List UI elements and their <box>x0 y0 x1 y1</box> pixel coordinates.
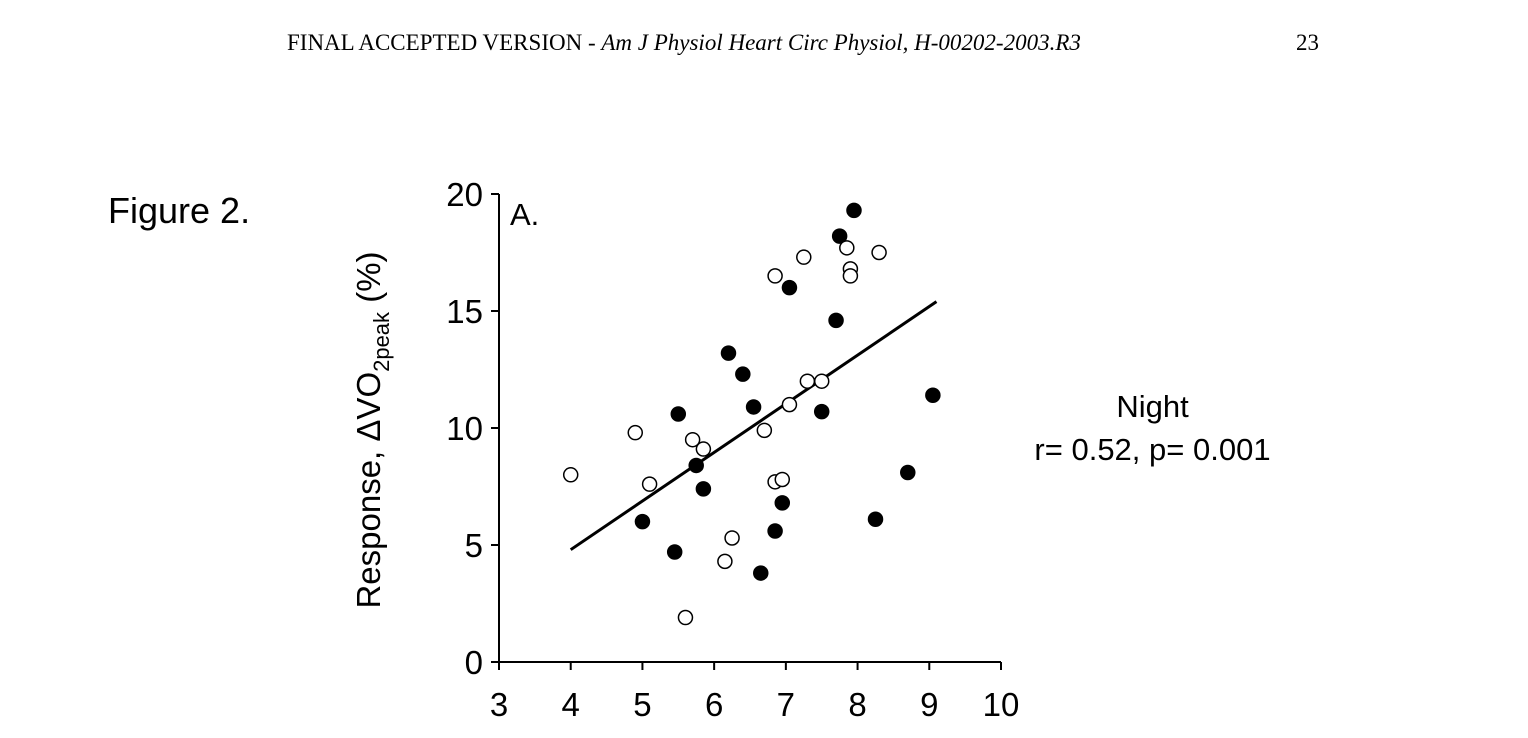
y-axis-label-prefix: Response, ΔVO <box>350 372 387 609</box>
y-tick-label: 5 <box>465 527 483 564</box>
open-data-point <box>839 240 855 256</box>
open-data-point <box>677 609 694 626</box>
filled-data-point <box>867 511 884 528</box>
stats-annotation: Night r= 0.52, p= 0.001 <box>1010 385 1295 471</box>
annotation-stats: r= 0.52, p= 0.001 <box>1034 432 1271 467</box>
x-tick-label: 3 <box>490 686 508 723</box>
figure-label: Figure 2. <box>108 190 251 231</box>
open-data-point <box>767 268 783 284</box>
y-axis-label-subscript: 2peak <box>369 311 394 372</box>
x-tick-label: 7 <box>777 686 795 723</box>
y-axis-label: Response, ΔVO2peak (%) <box>350 251 394 608</box>
filled-data-point <box>831 228 848 244</box>
filled-data-point <box>735 366 751 382</box>
filled-data-point <box>634 513 651 530</box>
open-data-point <box>756 422 773 439</box>
y-tick-label: 20 <box>446 176 483 213</box>
open-data-point <box>796 249 812 265</box>
open-data-point <box>799 373 816 389</box>
filled-data-point <box>774 495 791 511</box>
x-tick-label: 5 <box>633 686 651 723</box>
filled-data-point <box>688 457 704 474</box>
open-data-point <box>641 476 658 492</box>
regression-line <box>569 300 938 551</box>
x-tick-label: 10 <box>983 686 1020 723</box>
x-tick-label: 9 <box>920 686 938 723</box>
running-header: FINAL ACCEPTED VERSION - Am J Physiol He… <box>287 30 1081 56</box>
x-tick-label: 6 <box>705 686 723 723</box>
open-data-point <box>627 424 644 441</box>
x-tick-label: 4 <box>562 686 580 723</box>
open-data-point <box>724 530 740 546</box>
filled-data-point <box>813 403 830 420</box>
filled-data-point <box>781 279 798 296</box>
open-data-point <box>871 244 887 261</box>
filled-data-point <box>828 312 844 329</box>
page-number: 23 <box>1296 30 1319 55</box>
axes <box>491 193 1002 670</box>
open-data-point <box>781 396 798 413</box>
filled-data-point <box>745 399 762 415</box>
data-points <box>562 202 941 626</box>
y-tick-label: 15 <box>446 293 483 330</box>
filled-data-point <box>695 481 712 497</box>
regression-line-group <box>569 300 938 551</box>
filled-data-point <box>666 544 683 560</box>
filled-data-point <box>670 406 687 422</box>
filled-data-point <box>925 387 941 403</box>
filled-data-point <box>753 565 769 581</box>
open-data-point <box>695 441 712 457</box>
open-data-point <box>774 471 791 488</box>
panel-label: A. <box>510 197 539 232</box>
open-data-point <box>813 373 830 389</box>
open-data-point <box>562 467 579 483</box>
header-journal: Am J Physiol Heart Circ Physiol, H-00202… <box>601 30 1081 55</box>
open-data-point <box>717 553 733 570</box>
header-prefix: FINAL ACCEPTED VERSION - <box>287 30 602 55</box>
open-data-point <box>684 431 701 448</box>
y-axis-label-suffix: (%) <box>350 251 387 312</box>
filled-data-point <box>900 464 916 481</box>
tick-labels: 0 5 10 15 20 3 4 5 6 7 8 9 10 <box>446 176 1019 723</box>
open-data-point <box>842 268 859 284</box>
annotation-title: Night <box>1116 389 1189 424</box>
filled-data-point <box>720 345 737 361</box>
filled-data-point <box>767 523 783 539</box>
y-tick-label: 10 <box>446 410 483 447</box>
y-tick-label: 0 <box>465 644 483 681</box>
filled-data-point <box>846 202 862 219</box>
x-tick-label: 8 <box>848 686 866 723</box>
